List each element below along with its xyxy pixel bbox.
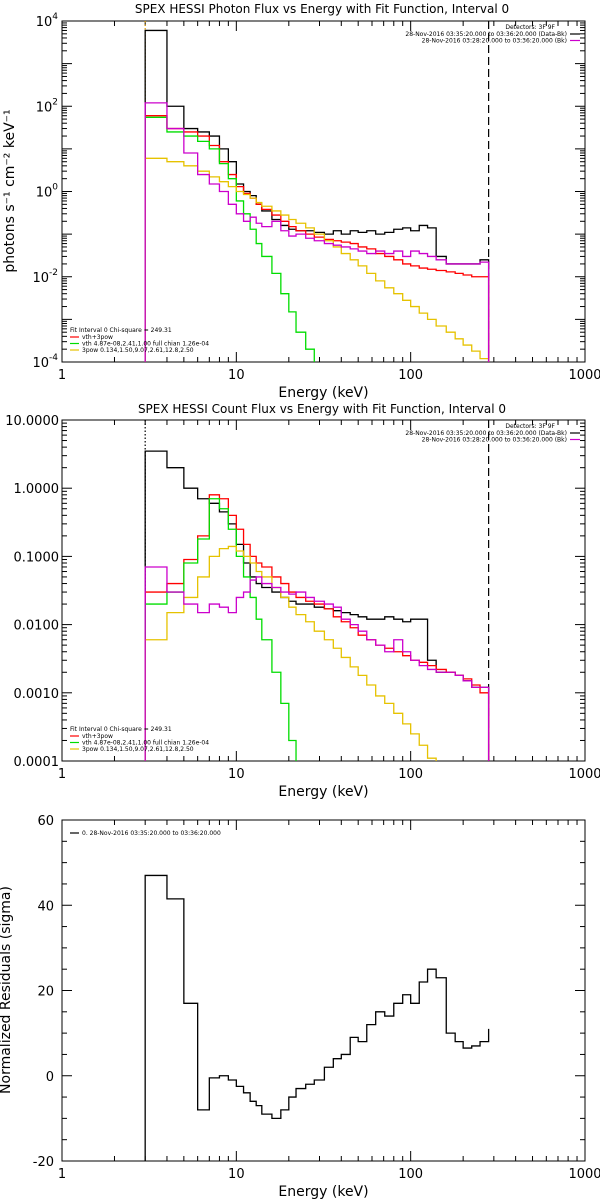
time-legend-entry: 28-Nov-2016 03:28:20.000 to 03:36:20.000… (422, 437, 567, 444)
x-tick-label: 1000 (568, 368, 600, 383)
plot-frame (61, 419, 586, 762)
y-tick-label: 104 (36, 12, 59, 30)
count-flux-title: SPEX HESSI Count Flux vs Energy with Fit… (138, 402, 506, 416)
x-tick-label: 1000 (568, 767, 600, 782)
residual-legend-entry: 0. 28-Nov-2016 03:35:20.000 to 03:36:20.… (82, 830, 221, 837)
residuals-chart: 1 10 100 1000 Energy (keV) -20 0 20 40 60 Normaliz… (0, 814, 600, 1200)
x-tick-label: 100 (398, 1167, 423, 1182)
fit-legend-entry: vth 4.87e-08,2.41,1.00 full chian 1.26e-… (82, 740, 209, 747)
y-tick-label: 0.0001 (14, 755, 60, 770)
series-line-0 (144, 450, 490, 761)
fit-legend-entry: vth+3pow (82, 334, 113, 341)
x-tick-label: 100 (398, 767, 423, 782)
y-axis-label: Normalized Residuals (sigma) (0, 886, 14, 1094)
y-tick-label: 20 (37, 985, 54, 1000)
series-line-4 (144, 102, 490, 362)
series-line-1 (144, 494, 490, 761)
fit-legend-entry: 3pow 0.134,1.50,9.07,2.61,12.8,2.50 (82, 746, 194, 753)
time-legend-entry: 28-Nov-2016 03:35:20.000 to 03:36:20.000… (405, 430, 567, 437)
series-group (144, 450, 490, 761)
series-line-0 (144, 29, 490, 362)
x-tick-label: 1 (58, 767, 66, 782)
time-legend-entry: 28-Nov-2016 03:28:20.000 to 03:36:20.000… (422, 38, 567, 45)
x-tick-label: 10 (228, 368, 245, 383)
series-line-2 (144, 116, 315, 362)
x-tick-label: 1 (58, 368, 66, 383)
x-tick-label: 100 (398, 368, 423, 383)
photon-flux-title: SPEX HESSI Photon Flux vs Energy with Fi… (135, 2, 509, 16)
x-tick-label: 10 (228, 1167, 245, 1182)
y-tick-label: 0.0100 (14, 619, 60, 634)
y-tick-label: 0.0010 (14, 687, 60, 702)
count-flux-chart: SPEX HESSI Count Flux vs Energy with Fit… (5, 402, 600, 800)
y-tick-label: 1.0000 (14, 482, 60, 497)
detectors-label: Detectors: 3F 9F (505, 24, 555, 31)
series-line-4 (144, 566, 490, 761)
fit-legend-header: Fit Interval 0 Chi-square = 249.31 (70, 726, 172, 733)
fit-legend-entry: vth 4.87e-08,2.41,1.00 full chian 1.26e-… (82, 341, 209, 348)
x-tick-label: 1 (58, 1167, 66, 1182)
x-axis-label: Energy (keV) (278, 385, 368, 401)
fit-legend-entry: 3pow 0.134,1.50,9.07,2.61,12.8,2.50 (82, 347, 194, 354)
fit-legend-header: Fit Interval 0 Chi-square = 249.31 (70, 327, 172, 334)
y-tick-label: 10-4 (32, 353, 58, 371)
y-tick-label: 0.1000 (14, 550, 60, 565)
y-tick-label: 40 (37, 899, 54, 914)
y-tick-label: 60 (37, 814, 54, 829)
series-line-0 (144, 874, 490, 1161)
time-legend-entry: 28-Nov-2016 03:35:20.000 to 03:36:20.000… (405, 31, 567, 38)
y-tick-label: 100 (36, 183, 59, 201)
y-tick-label: 10-2 (32, 268, 58, 286)
fit-legend-entry: vth+3pow (82, 733, 113, 740)
series-group (144, 874, 490, 1161)
x-tick-label: 1000 (568, 1167, 600, 1182)
x-axis-label: Energy (keV) (278, 784, 368, 800)
series-line-2 (144, 498, 297, 761)
detectors-label: Detectors: 3F 9F (505, 423, 555, 430)
plot-frame (61, 819, 586, 1162)
x-tick-label: 10 (228, 767, 245, 782)
series-line-3 (144, 157, 490, 362)
y-tick-label: 0 (46, 1070, 54, 1085)
y-tick-label: 102 (36, 97, 58, 115)
y-axis-label: photons s⁻¹ cm⁻² keV⁻¹ (2, 109, 18, 272)
x-axis-label: Energy (keV) (278, 1184, 368, 1200)
series-line-3 (144, 545, 437, 761)
series-group (144, 29, 490, 362)
series-line-1 (144, 115, 490, 362)
y-tick-label: -20 (33, 1155, 54, 1170)
photon-flux-chart: SPEX HESSI Photon Flux vs Energy with Fi… (2, 2, 600, 401)
y-tick-label: 10.0000 (5, 414, 59, 429)
plot-frame (61, 20, 586, 363)
